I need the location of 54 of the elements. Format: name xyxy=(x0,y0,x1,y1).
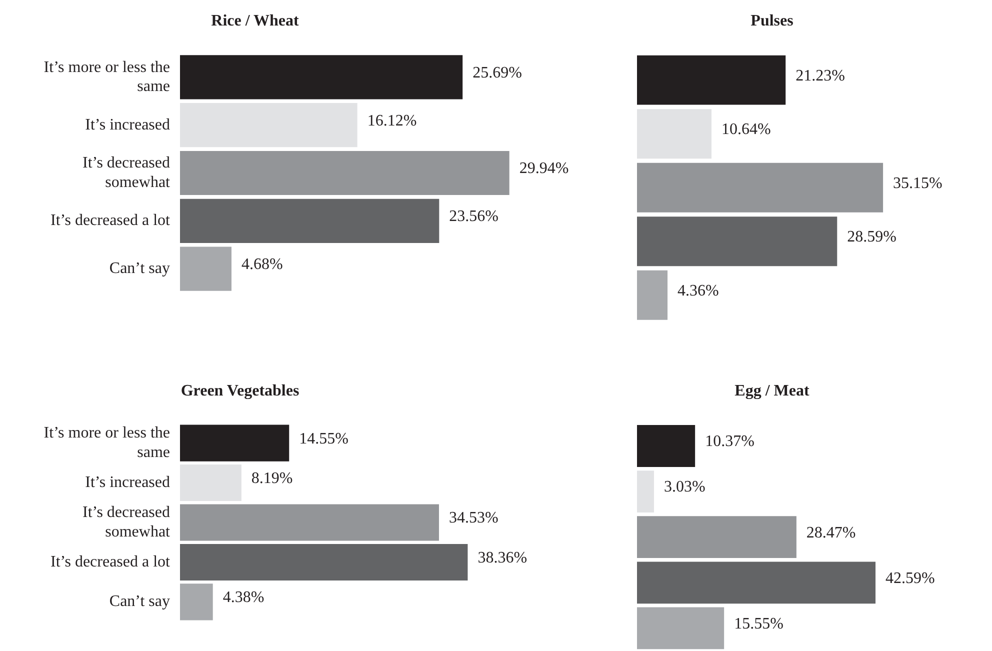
bar xyxy=(180,464,242,502)
chart-title: Egg / Meat xyxy=(734,382,810,400)
bar xyxy=(180,544,468,580)
bar xyxy=(637,270,668,320)
bar xyxy=(180,504,439,541)
bar xyxy=(637,109,712,159)
data-label: 10.37% xyxy=(705,433,754,450)
data-label: 4.68% xyxy=(241,256,283,274)
y-tick-label: It’s decreased a lot xyxy=(50,553,171,570)
data-label: 21.23% xyxy=(796,67,845,84)
data-label: 29.94% xyxy=(519,160,569,178)
data-label: 23.56% xyxy=(449,208,498,226)
y-tick-label: It’s more or less the same xyxy=(44,58,170,95)
bar xyxy=(637,55,786,105)
bar xyxy=(180,198,440,243)
data-label: 15.55% xyxy=(734,615,784,632)
data-label: 3.03% xyxy=(664,478,706,496)
bar xyxy=(637,516,796,558)
bar xyxy=(180,103,358,148)
y-tick-label: It’s decreased a lot xyxy=(50,212,171,230)
data-label: 28.59% xyxy=(847,228,896,246)
bar xyxy=(637,425,696,467)
data-label: 10.64% xyxy=(721,121,771,138)
data-label: 42.59% xyxy=(886,570,935,587)
data-label: 8.19% xyxy=(251,470,293,487)
data-label: 25.69% xyxy=(472,64,522,82)
bar xyxy=(180,246,232,291)
y-tick-label: It’s decreased somewhat xyxy=(82,504,171,540)
y-tick-label: Can’t say xyxy=(109,593,170,610)
bar xyxy=(180,150,510,196)
bar xyxy=(180,424,290,462)
bar xyxy=(180,584,213,620)
data-label: 14.55% xyxy=(299,430,348,448)
bar xyxy=(180,55,463,100)
chart-title: Pulses xyxy=(750,12,794,30)
bar xyxy=(637,216,838,266)
chart-title: Rice / Wheat xyxy=(211,12,300,30)
data-label: 34.53% xyxy=(448,510,498,527)
y-tick-label: It’s more or less the same xyxy=(44,424,170,461)
y-tick-label: It’s increased xyxy=(85,116,170,134)
y-tick-label: It’s decreased somewhat xyxy=(82,154,171,191)
data-label: 4.36% xyxy=(678,282,719,300)
data-label: 38.36% xyxy=(478,549,528,566)
data-label: 28.47% xyxy=(806,524,856,542)
data-label: 4.38% xyxy=(222,589,264,606)
bar xyxy=(637,470,654,512)
bar xyxy=(637,607,724,650)
bar xyxy=(637,162,884,212)
y-tick-label: It’s increased xyxy=(85,474,170,491)
y-tick-label: Can’t say xyxy=(109,260,170,278)
chart-title: Green Vegetables xyxy=(180,382,300,400)
data-label: 35.15% xyxy=(893,174,942,192)
data-label: 16.12% xyxy=(367,112,417,130)
bar xyxy=(637,562,876,604)
